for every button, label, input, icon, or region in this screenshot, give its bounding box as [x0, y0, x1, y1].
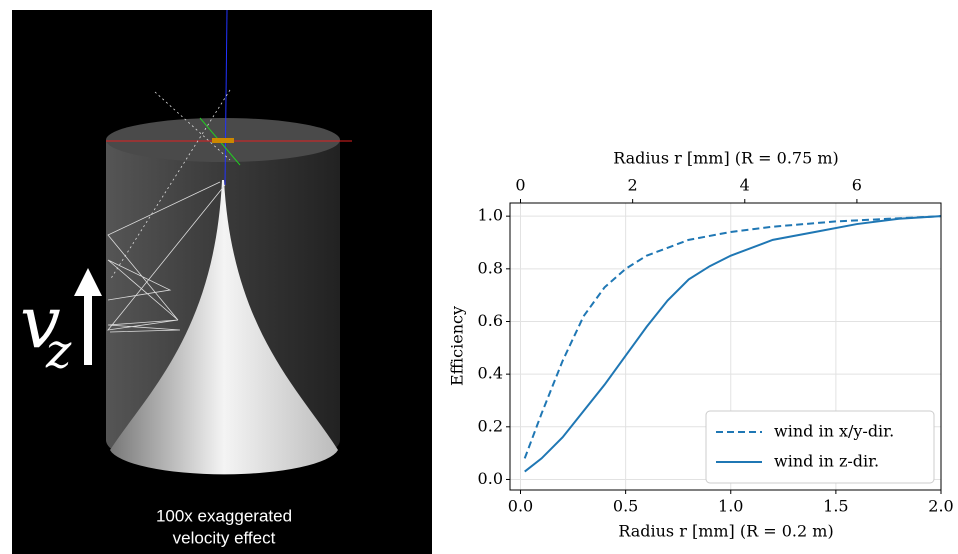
- chart: Radius r [mm] (R = 0.2 m) Radius r [mm] …: [448, 149, 954, 541]
- x-tick-label: 0.5: [613, 497, 638, 516]
- caption: 100x exaggerated: [156, 506, 292, 525]
- render-panel: v z 100x exaggerated velocity effect: [12, 9, 432, 554]
- line: [523, 215, 942, 459]
- rays: [107, 89, 231, 333]
- y-tick-label: 0.0: [478, 469, 503, 488]
- y-tick-label: 0.6: [478, 311, 503, 330]
- source: [212, 138, 234, 143]
- line: [524, 215, 942, 473]
- y-tick-label: 0.4: [478, 364, 503, 383]
- x2-tick-label: 6: [852, 176, 862, 195]
- x2-axis-label: Radius r [mm] (R = 0.75 m): [613, 149, 839, 168]
- velocity-subscript: z: [45, 324, 72, 380]
- y-axis-label: Efficiency: [448, 306, 467, 386]
- axis-z: [224, 9, 228, 186]
- arrow: [74, 268, 102, 365]
- x-tick-label: 1.5: [823, 497, 848, 516]
- y-tick-label: 0.8: [478, 258, 503, 277]
- y-tick-label: 1.0: [478, 206, 503, 225]
- x-tick-label: 1.0: [718, 497, 743, 516]
- x2-tick-label: 0: [515, 176, 525, 195]
- x-tick-label: 0.0: [508, 497, 533, 516]
- y-tick-label: 0.2: [478, 416, 503, 435]
- x2-tick-label: 4: [740, 176, 750, 195]
- velocity-symbol: v: [20, 280, 61, 364]
- x2-tick-label: 2: [628, 176, 638, 195]
- legend-label: wind in z-dir.: [774, 452, 879, 471]
- x-axis-label: Radius r [mm] (R = 0.2 m): [618, 522, 833, 541]
- plot-frame: [509, 202, 942, 491]
- legend-box: [705, 410, 935, 484]
- caption: velocity effect: [173, 528, 276, 547]
- cone: [110, 180, 338, 475]
- legend-label: wind in x/y-dir.: [774, 422, 894, 441]
- x-tick-label: 2.0: [928, 497, 953, 516]
